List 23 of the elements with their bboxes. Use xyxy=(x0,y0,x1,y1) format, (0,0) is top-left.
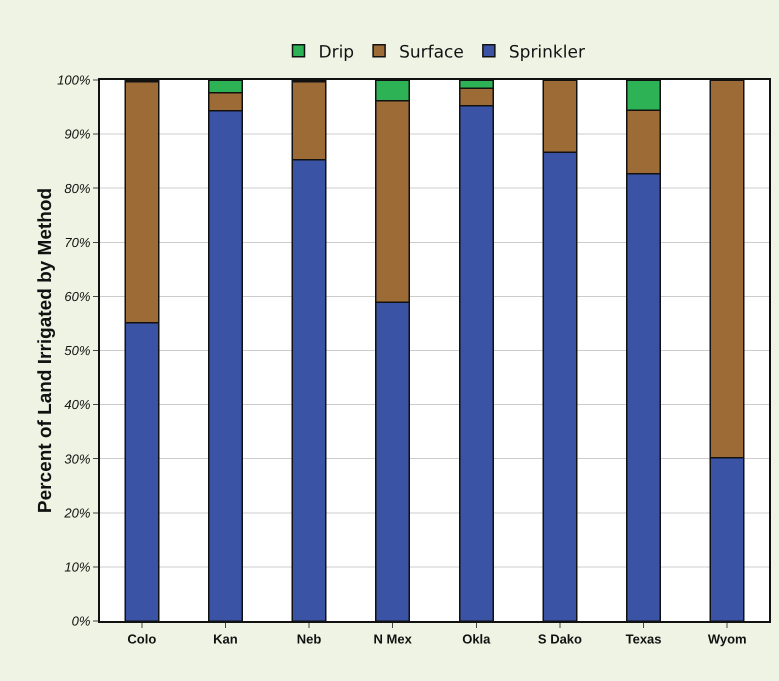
legend-label: Surface xyxy=(399,42,464,62)
y-tick-label: 0% xyxy=(72,614,90,629)
y-tick-label: 70% xyxy=(64,234,90,250)
legend-label: Drip xyxy=(318,42,354,62)
x-tick-label: Okla xyxy=(462,632,492,647)
y-tick-label: 20% xyxy=(63,505,90,520)
y-tick-label: 90% xyxy=(64,126,90,142)
y-tick-label: 60% xyxy=(64,288,90,304)
y-axis-title: Percent of Land Irrigated by Method xyxy=(35,188,56,514)
y-tick-label: 50% xyxy=(64,343,90,358)
y-tick-label: 100% xyxy=(57,72,90,88)
legend-label: Sprinkler xyxy=(508,42,585,62)
x-tick-label: Neb xyxy=(296,632,322,647)
x-tick-label: S Dako xyxy=(538,632,582,647)
y-tick-label: 80% xyxy=(64,180,90,196)
x-tick-label: Colo xyxy=(127,632,156,647)
x-tick-label: N Mex xyxy=(374,632,413,647)
y-tick-label: 40% xyxy=(64,397,90,412)
x-tick-label: Kan xyxy=(213,632,238,647)
x-tick-label: Wyom xyxy=(708,632,747,647)
y-tick-label: 10% xyxy=(64,559,90,574)
y-tick-label: 30% xyxy=(64,451,90,466)
x-tick-label: Texas xyxy=(626,632,662,647)
